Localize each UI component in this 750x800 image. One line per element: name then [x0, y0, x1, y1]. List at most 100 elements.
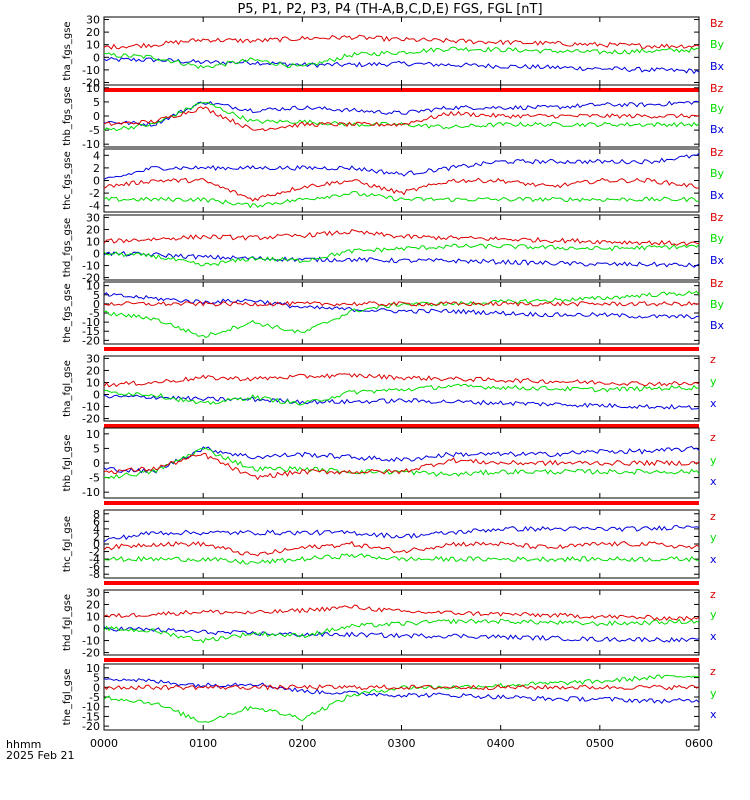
footer-unit: hhmm	[6, 738, 41, 751]
y-axis-label: the_fgl_gse	[62, 669, 73, 726]
legend-By: By	[710, 167, 725, 180]
y-tick-label: 10	[86, 610, 100, 623]
y-tick-label: -20	[82, 647, 100, 660]
legend-Bx: Bx	[710, 319, 725, 332]
y-tick-label: 10	[86, 428, 100, 441]
series-line-z	[103, 452, 700, 481]
y-tick-label: -6	[89, 561, 100, 574]
y-tick-label: 4	[93, 523, 100, 536]
y-tick-label: 30	[86, 352, 100, 365]
y-tick-label: -10	[82, 635, 100, 648]
y-tick-label: -15	[82, 325, 100, 338]
y-tick-label: -10	[82, 316, 100, 329]
series-line-Bx	[103, 152, 700, 180]
y-tick-label: 2	[93, 162, 100, 175]
series-line-Bz	[103, 228, 700, 247]
y-tick-label: 10	[86, 39, 100, 52]
y-tick-label: 30	[86, 586, 100, 599]
legend-Bz: Bz	[710, 82, 724, 95]
y-axis-label: thc_fgl_gse	[62, 516, 73, 572]
legend-y: y	[710, 375, 717, 388]
y-tick-label: -4	[89, 200, 100, 213]
series-line-By	[103, 101, 700, 132]
y-tick-label: 20	[86, 598, 100, 611]
y-tick-label: -5	[89, 307, 100, 320]
legend-Bx: Bx	[710, 60, 725, 73]
panel-thb_fgl_gse: 105 0 -5-10 thb_fgl_gse zyx	[62, 427, 717, 505]
legend-z: z	[710, 665, 716, 678]
y-tick-label: -20	[82, 76, 100, 89]
legend-z: z	[710, 588, 716, 601]
legend-Bz: Bz	[710, 17, 724, 30]
y-tick-label: -4	[89, 553, 100, 566]
series-line-By	[103, 243, 700, 267]
y-tick-label: 2	[93, 530, 100, 543]
x-tick-label: 0600	[685, 737, 713, 750]
legend-y: y	[710, 454, 717, 467]
y-tick-label: 0	[93, 175, 100, 188]
y-tick-label: 20	[86, 26, 100, 39]
series-line-x	[103, 626, 700, 643]
footer-date: 2025 Feb 21	[6, 749, 74, 762]
series-line-Bz	[103, 106, 700, 132]
legend-y: y	[710, 687, 717, 700]
legend-Bz: Bz	[710, 211, 724, 224]
y-tick-label: -20	[82, 272, 100, 285]
x-tick-label: 0500	[586, 737, 614, 750]
quality-flag-bar	[104, 658, 699, 662]
quality-flag-bar	[104, 501, 699, 505]
y-tick-label: 0	[93, 51, 100, 64]
y-tick-label: -20	[82, 413, 100, 426]
y-tick-label: 5	[93, 289, 100, 302]
y-tick-label: 20	[86, 223, 100, 236]
series-line-Bx	[103, 251, 700, 268]
series-line-Bz	[103, 177, 700, 202]
legend-x: x	[710, 475, 717, 488]
series-line-y	[103, 618, 700, 644]
y-tick-label: 6	[93, 515, 100, 528]
y-tick-label: -5	[89, 691, 100, 704]
y-tick-label: 0	[93, 110, 100, 123]
legend-y: y	[710, 608, 717, 621]
panel-frame	[103, 427, 700, 499]
x-tick-label: 0000	[90, 737, 118, 750]
legend-By: By	[710, 298, 725, 311]
series-line-y	[103, 674, 700, 723]
y-tick-label: 10	[86, 235, 100, 248]
legend-Bx: Bx	[710, 254, 725, 267]
x-tick-label: 0400	[487, 737, 515, 750]
y-tick-label: -10	[82, 401, 100, 414]
legend-By: By	[710, 38, 725, 51]
series-line-Bz	[103, 300, 700, 307]
y-tick-label: 8	[93, 508, 100, 521]
legend-x: x	[710, 397, 717, 410]
y-tick-label: -5	[89, 472, 100, 485]
y-tick-label: -10	[82, 486, 100, 499]
y-tick-label: 0	[93, 538, 100, 551]
y-axis-label: thb_fgs_gse	[62, 86, 73, 145]
panel-frame	[103, 281, 700, 345]
series-line-x	[103, 445, 700, 474]
quality-flag-bar	[104, 347, 699, 351]
legend-z: z	[710, 431, 716, 444]
panel-frame	[103, 589, 700, 656]
y-axis-label: thc_fgs_gse	[62, 151, 73, 210]
y-tick-label: -20	[82, 334, 100, 347]
legend-By: By	[710, 232, 725, 245]
series-line-By	[103, 290, 700, 338]
y-tick-label: 0	[93, 248, 100, 261]
y-axis-label: tha_fgl_gse	[62, 360, 73, 417]
figure-title: P5, P1, P2, P3, P4 (TH-A,B,C,D,E) FGS, F…	[237, 2, 542, 17]
y-tick-label: 0	[93, 298, 100, 311]
legend-x: x	[710, 630, 717, 643]
y-tick-label: -5	[89, 124, 100, 137]
y-tick-label: 10	[86, 82, 100, 95]
y-tick-label: 0	[93, 457, 100, 470]
series-line-z	[103, 373, 700, 388]
y-tick-label: 30	[86, 211, 100, 224]
